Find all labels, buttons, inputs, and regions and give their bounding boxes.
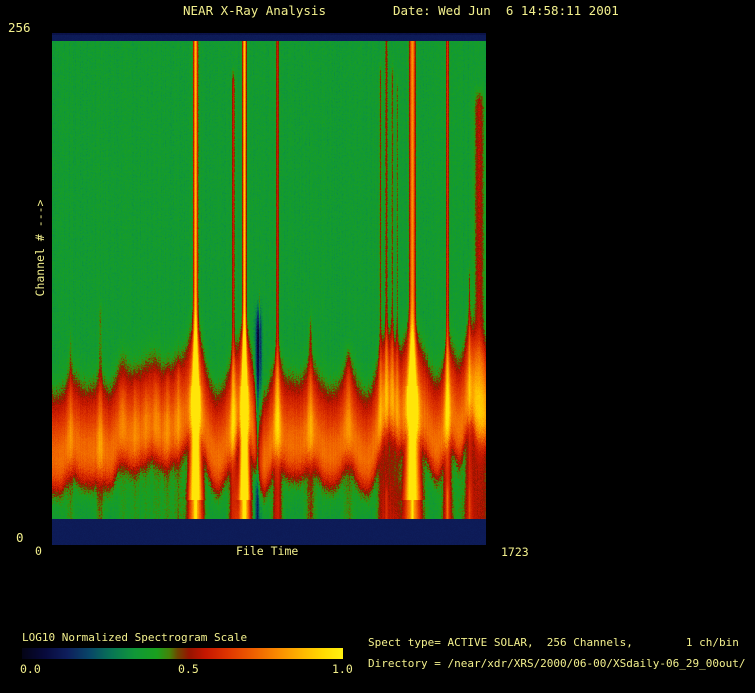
spectrogram-image xyxy=(52,33,486,545)
y-axis-bottom-tick: 0 xyxy=(16,530,24,545)
colorbar-title: LOG10 Normalized Spectrogram Scale xyxy=(22,631,248,644)
x-axis-end-tick: 1723 xyxy=(501,545,529,559)
colorbar-tick-05: 0.5 xyxy=(178,662,199,676)
date-label: Date: Wed Jun 6 14:58:11 2001 xyxy=(393,3,619,18)
page-title: NEAR X-Ray Analysis xyxy=(183,3,326,18)
colorbar-gradient xyxy=(22,648,343,659)
y-axis-label: Channel # ---> xyxy=(33,199,47,297)
spect-type-line: Spect type= ACTIVE SOLAR, 256 Channels, … xyxy=(368,636,739,649)
y-axis-top-tick: 256 xyxy=(8,20,31,35)
x-axis-start-tick: 0 xyxy=(35,544,42,558)
colorbar-tick-0: 0.0 xyxy=(20,662,41,676)
colorbar-tick-1: 1.0 xyxy=(332,662,353,676)
directory-line: Directory = /near/xdr/XRS/2000/06-00/XSd… xyxy=(368,657,746,670)
x-axis-label: File Time xyxy=(236,544,299,558)
